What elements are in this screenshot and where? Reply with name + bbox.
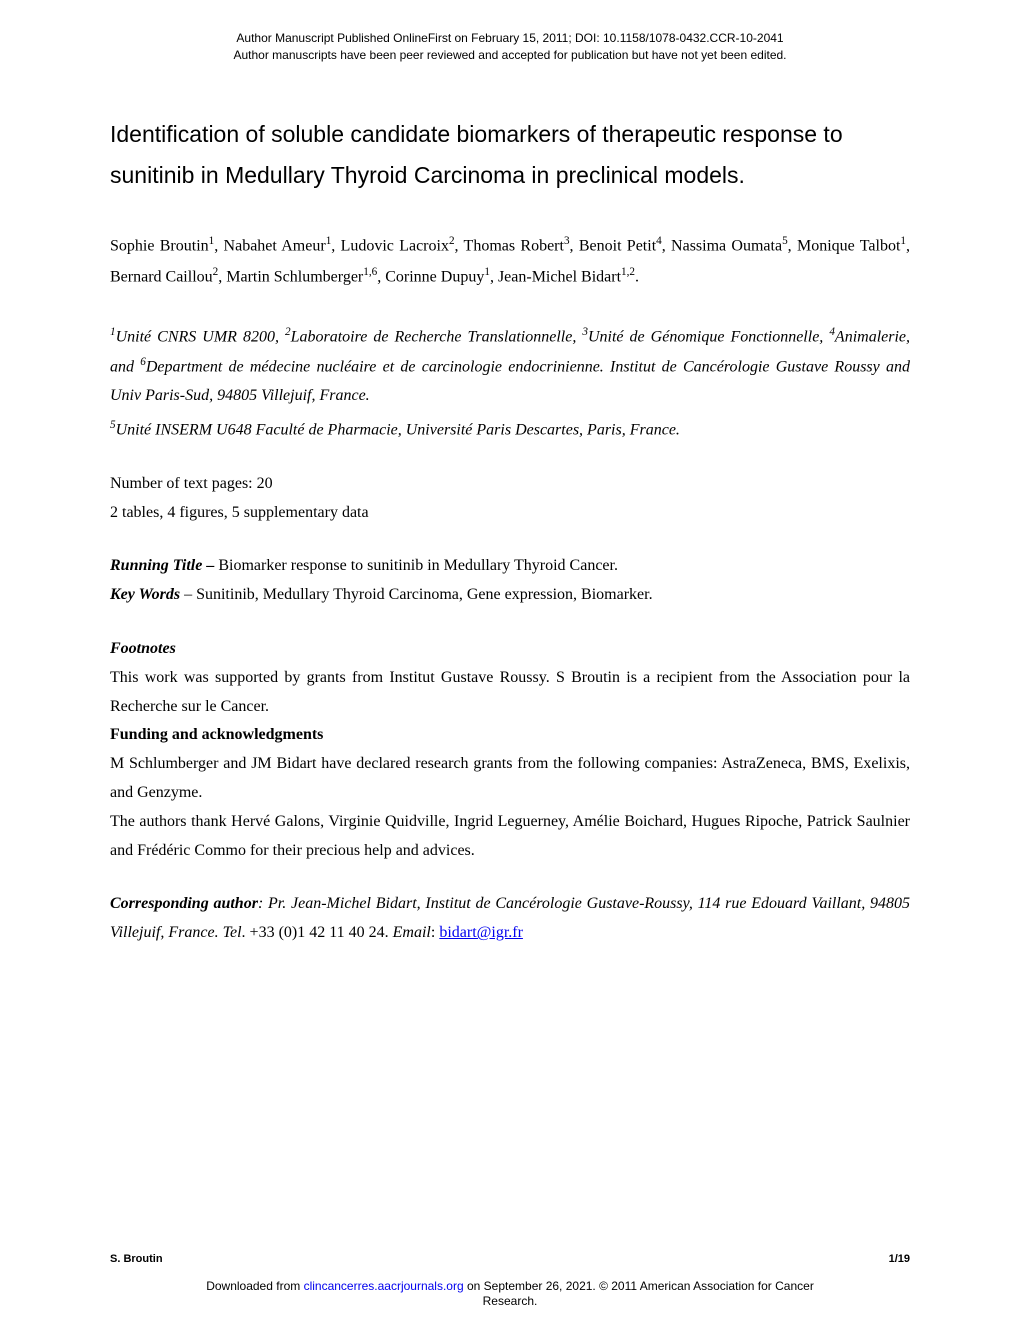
header-line-2: Author manuscripts have been peer review… <box>110 47 910 64</box>
download-link[interactable]: clincancerres.aacrjournals.org <box>304 1279 464 1293</box>
header-line-1: Author Manuscript Published OnlineFirst … <box>110 30 910 47</box>
tel-label: Tel <box>223 924 242 941</box>
running-title-label: Running Title – <box>110 557 218 574</box>
funding-text-2: The authors thank Hervé Galons, Virginie… <box>110 808 910 866</box>
keywords-line: Key Words – Sunitinib, Medullary Thyroid… <box>110 581 910 610</box>
footer-download: Downloaded from clincancerres.aacrjourna… <box>0 1279 1020 1310</box>
affiliations-block-1: 1Unité CNRS UMR 8200, 2Laboratoire de Re… <box>110 322 910 411</box>
header-metadata: Author Manuscript Published OnlineFirst … <box>110 30 910 64</box>
footer-author: S. Broutin <box>110 1253 163 1265</box>
footnotes-heading: Footnotes <box>110 635 910 664</box>
running-title-line: Running Title – Biomarker response to su… <box>110 552 910 581</box>
running-title-text: Biomarker response to sunitinib in Medul… <box>218 557 618 574</box>
corresponding-label: Corresponding author <box>110 895 258 912</box>
affiliations-block-2: 5Unité INSERM U648 Faculté de Pharmacie,… <box>110 415 910 445</box>
footnotes-section: Footnotes This work was supported by gra… <box>110 635 910 865</box>
keywords-text: – Sunitinib, Medullary Thyroid Carcinoma… <box>180 586 653 603</box>
tel-value: . +33 (0)1 42 11 40 24. <box>242 924 393 941</box>
download-suffix: on September 26, 2021. © 2011 American A… <box>464 1279 814 1293</box>
pages-info: Number of text pages: 20 2 tables, 4 fig… <box>110 470 910 528</box>
funding-heading: Funding and acknowledgments <box>110 721 910 750</box>
corresponding-author: Corresponding author: Pr. Jean-Michel Bi… <box>110 890 910 948</box>
keywords-label: Key Words <box>110 586 180 603</box>
funding-text-1: M Schlumberger and JM Bidart have declar… <box>110 750 910 808</box>
running-section: Running Title – Biomarker response to su… <box>110 552 910 610</box>
email-link[interactable]: bidart@igr.fr <box>439 924 523 941</box>
paper-title: Identification of soluble candidate biom… <box>110 114 910 197</box>
tables-figures-count: 2 tables, 4 figures, 5 supplementary dat… <box>110 499 910 528</box>
email-label: Email <box>393 924 431 941</box>
authors-list: Sophie Broutin1, Nabahet Ameur1, Ludovic… <box>110 231 910 291</box>
footnotes-text: This work was supported by grants from I… <box>110 664 910 722</box>
download-prefix: Downloaded from <box>206 1279 303 1293</box>
download-line-2: Research. <box>483 1294 538 1308</box>
text-pages-count: Number of text pages: 20 <box>110 470 910 499</box>
footer-page-number: 1/19 <box>889 1253 910 1265</box>
